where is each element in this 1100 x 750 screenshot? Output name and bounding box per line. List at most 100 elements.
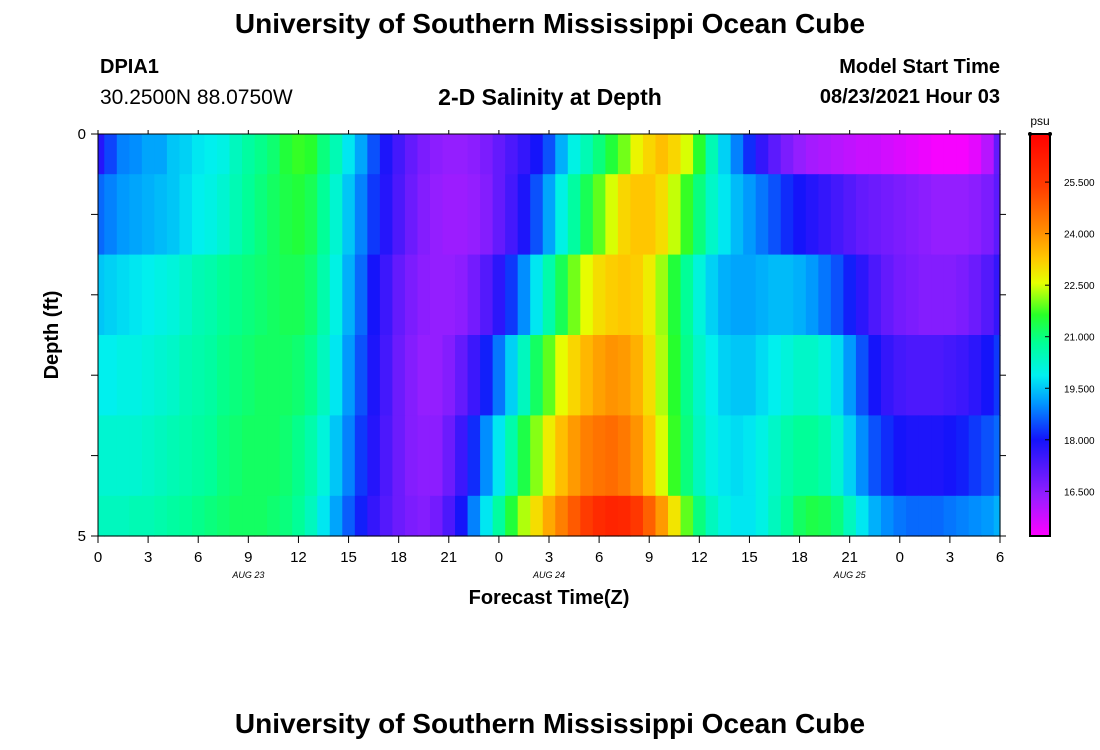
heatmap-cell bbox=[292, 134, 306, 175]
heatmap-cell bbox=[242, 495, 256, 537]
axes: 0 3 6 9 12 15 18 21 0 3 6 9 12 15 18 21 0 3 6 AUG 23 AUG 24 A… bbox=[78, 126, 1006, 580]
heatmap-cell bbox=[580, 495, 594, 537]
heatmap-cell bbox=[768, 254, 782, 336]
heatmap-cell bbox=[417, 415, 431, 497]
heatmap-cell bbox=[542, 254, 556, 336]
heatmap-cell bbox=[442, 174, 456, 256]
heatmap-cell bbox=[830, 254, 845, 336]
heatmap-cell bbox=[329, 495, 343, 537]
heatmap-cell bbox=[179, 174, 193, 256]
colorbar-tick-label: 21.000 bbox=[1064, 333, 1095, 344]
heatmap-cell bbox=[931, 134, 945, 175]
heatmap-cell bbox=[605, 174, 619, 256]
heatmap-cell bbox=[880, 415, 895, 497]
heatmap-cell bbox=[555, 174, 569, 256]
heatmap-cell bbox=[818, 134, 832, 175]
heatmap-cell bbox=[580, 415, 594, 497]
heatmap-cell bbox=[880, 335, 895, 416]
x-tick-label: 3 bbox=[946, 549, 954, 566]
heatmap-cell bbox=[254, 134, 268, 175]
heatmap-cell bbox=[404, 495, 419, 537]
heatmap-cell bbox=[718, 134, 732, 175]
heatmap-cell bbox=[693, 415, 707, 497]
heatmap-cell bbox=[492, 174, 506, 256]
heatmap-cell bbox=[993, 495, 1001, 537]
heatmap-cell bbox=[392, 495, 406, 537]
heatmap-cell bbox=[630, 415, 644, 497]
heatmap-cell bbox=[217, 415, 231, 497]
heatmap-cell bbox=[755, 415, 769, 497]
heatmap-cell bbox=[956, 174, 970, 256]
heatmap-cell bbox=[442, 495, 456, 537]
heatmap-cell bbox=[141, 335, 155, 416]
heatmap-cell bbox=[154, 415, 168, 497]
heatmap-cell bbox=[592, 254, 606, 336]
heatmap-cell bbox=[906, 495, 920, 537]
heatmap-cell bbox=[981, 174, 995, 256]
heatmap-cell bbox=[354, 415, 368, 497]
heatmap-cell bbox=[993, 415, 1001, 497]
heatmap-cell bbox=[417, 335, 431, 416]
heatmap-cell bbox=[191, 134, 206, 175]
heatmap-cell bbox=[104, 335, 118, 416]
heatmap-cell bbox=[229, 254, 243, 336]
heatmap-cell bbox=[906, 254, 920, 336]
heatmap-cell bbox=[141, 134, 155, 175]
heatmap-cell bbox=[755, 134, 769, 175]
heatmap-cell bbox=[605, 415, 619, 497]
heatmap-cell bbox=[993, 254, 1001, 336]
heatmap-cell bbox=[542, 335, 556, 416]
heatmap-cell bbox=[642, 134, 657, 175]
heatmap-cell bbox=[279, 134, 293, 175]
heatmap-cell bbox=[279, 174, 293, 256]
heatmap-cell bbox=[855, 174, 870, 256]
heatmap-cell bbox=[254, 174, 268, 256]
heatmap-cell bbox=[943, 134, 957, 175]
heatmap-cell bbox=[505, 415, 519, 497]
heatmap-cell bbox=[743, 134, 757, 175]
heatmap-cell bbox=[267, 495, 281, 537]
heatmap-cell bbox=[906, 335, 920, 416]
colorbar-tick-label: 25.500 bbox=[1064, 178, 1095, 189]
heatmap-cell bbox=[530, 415, 544, 497]
colorbar-tick-label: 16.500 bbox=[1064, 487, 1095, 498]
heatmap-cell bbox=[279, 335, 293, 416]
heatmap-cell bbox=[805, 254, 819, 336]
heatmap-cell bbox=[818, 495, 832, 537]
heatmap-cell bbox=[730, 254, 744, 336]
heatmap-cell bbox=[429, 495, 444, 537]
heatmap-cell bbox=[918, 174, 932, 256]
colorbar-tick-label: 19.500 bbox=[1064, 384, 1095, 395]
heatmap-cell bbox=[141, 254, 155, 336]
heatmap-cell bbox=[267, 254, 281, 336]
heatmap-cell bbox=[931, 335, 945, 416]
heatmap-cell bbox=[292, 495, 306, 537]
x-tick-label: 9 bbox=[645, 549, 653, 566]
heatmap-cell bbox=[442, 415, 456, 497]
heatmap-cell bbox=[743, 495, 757, 537]
heatmap-cell bbox=[680, 254, 694, 336]
heatmap-cell bbox=[730, 174, 744, 256]
heatmap-cell bbox=[943, 335, 957, 416]
heatmap-cell bbox=[354, 335, 368, 416]
heatmap-cell bbox=[968, 254, 982, 336]
heatmap-cell bbox=[141, 174, 155, 256]
heatmap-cell bbox=[880, 134, 895, 175]
heatmap-cell bbox=[968, 134, 982, 175]
date-label: AUG 23 bbox=[231, 570, 264, 580]
heatmap-cell bbox=[417, 254, 431, 336]
heatmap-cell bbox=[918, 495, 932, 537]
heatmap-cell bbox=[580, 134, 594, 175]
heatmap-cell bbox=[242, 254, 256, 336]
heatmap-cell bbox=[605, 335, 619, 416]
heatmap-cell bbox=[655, 335, 669, 416]
heatmap-cell bbox=[404, 134, 419, 175]
x-tick-label: 3 bbox=[144, 549, 152, 566]
heatmap-cell bbox=[342, 134, 356, 175]
heatmap-cell bbox=[705, 254, 719, 336]
heatmap-cell bbox=[417, 174, 431, 256]
heatmap-cell bbox=[993, 174, 1001, 256]
heatmap-cell bbox=[968, 174, 982, 256]
heatmap-cell bbox=[204, 174, 218, 256]
heatmap-cell bbox=[780, 415, 794, 497]
